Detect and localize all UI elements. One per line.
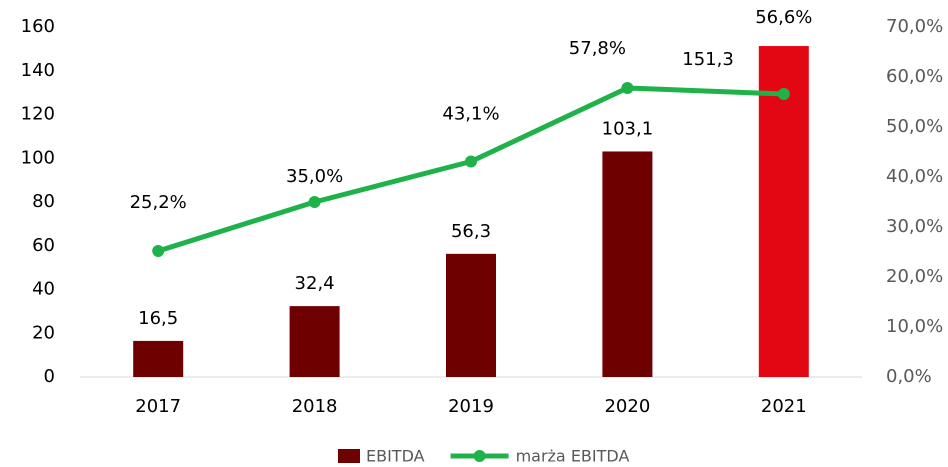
x-tick-label: 2020 [604,396,650,417]
bar [758,46,809,377]
bar [602,151,653,377]
bar-value-label: 56,3 [451,221,491,242]
y-tick-label: 40 [32,279,55,300]
line-value-label: 57,8% [569,38,626,59]
legend-label: marża EBITDA [516,447,630,466]
y-tick-label: 20 [32,322,55,343]
y2-tick-label: 20,0% [886,266,943,287]
bar-value-label: 32,4 [295,273,335,294]
y-tick-label: 120 [21,104,55,125]
y-tick-label: 60 [32,235,55,256]
x-tick-label: 2017 [135,396,181,417]
y2-tick-label: 30,0% [886,216,943,237]
y2-tick-label: 0,0% [886,366,932,387]
y-tick-label: 0 [44,366,55,387]
x-tick-label: 2021 [761,396,807,417]
legend-label: EBITDA [366,447,425,466]
y-tick-label: 160 [21,16,55,37]
line-value-label: 56,6% [755,7,812,28]
bar-value-label: 151,3 [682,49,734,70]
x-tick-label: 2018 [292,396,338,417]
y-tick-label: 100 [21,147,55,168]
line-marker [152,245,165,257]
bar [133,340,184,377]
legend-swatch-marker [473,450,486,462]
line-value-label: 35,0% [286,166,343,187]
line-marker [308,196,321,208]
bar-value-label: 103,1 [602,118,654,139]
line-value-label: 43,1% [442,104,499,125]
y2-tick-label: 60,0% [886,66,943,87]
y-tick-label: 80 [32,191,55,212]
legend-swatch [338,449,360,463]
y-tick-label: 140 [21,60,55,81]
bar [289,306,340,377]
y2-tick-label: 50,0% [886,116,943,137]
line-marker [465,155,477,168]
line-value-label: 25,2% [130,192,187,213]
line-marker [777,88,790,100]
bar [446,253,496,377]
x-tick-label: 2019 [448,396,494,417]
line-marker [621,82,634,94]
bar-value-label: 16,5 [138,308,178,329]
y2-tick-label: 10,0% [886,316,943,337]
y2-tick-label: 70,0% [886,16,943,37]
y2-tick-label: 40,0% [886,166,943,187]
